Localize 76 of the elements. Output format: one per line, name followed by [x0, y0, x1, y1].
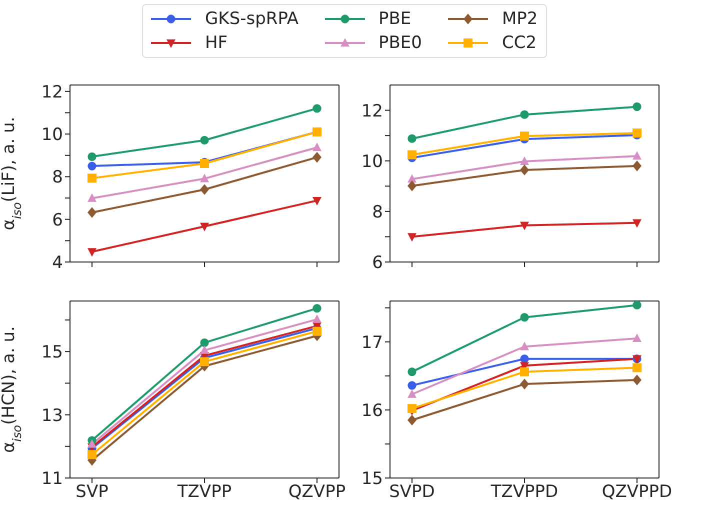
point [88, 248, 96, 257]
point [312, 314, 322, 323]
point [200, 222, 209, 232]
point [632, 102, 642, 112]
point [632, 301, 642, 310]
point [88, 174, 96, 183]
legend-label: PBE [378, 9, 412, 29]
x-tick-label: TZVPP [176, 482, 232, 502]
point [312, 326, 322, 336]
point [88, 193, 96, 202]
y-tick-label: 8 [372, 202, 383, 222]
y-tick-label: 12 [41, 82, 63, 102]
point [408, 404, 416, 414]
point [200, 174, 209, 182]
x-tick-label: QZVPPD [602, 482, 672, 502]
point [520, 367, 529, 376]
legend-label: HF [205, 33, 228, 53]
point [408, 381, 416, 390]
legend-label: CC2 [502, 33, 537, 53]
point [408, 414, 416, 426]
y-tick-label: 10 [361, 152, 383, 172]
y-tick-label: 6 [52, 210, 63, 230]
point [88, 152, 96, 161]
point [312, 196, 322, 206]
point [200, 338, 209, 348]
y-tick-label: 15 [41, 342, 63, 363]
point [408, 367, 416, 376]
legend-label: PBE0 [378, 33, 422, 53]
legend-label: GKS-spRPA [205, 9, 298, 29]
point [88, 207, 96, 218]
point [200, 357, 209, 366]
point [88, 162, 96, 170]
y-tick-label: 16 [361, 400, 383, 421]
y-tick-label: 15 [361, 469, 383, 490]
x-tick-label: SVPD [389, 482, 435, 502]
y-tick-label: 4 [52, 253, 63, 274]
point [408, 150, 416, 160]
point [520, 110, 529, 119]
point [520, 132, 529, 141]
point [520, 156, 529, 165]
point [632, 374, 642, 386]
point [520, 378, 529, 390]
point [520, 342, 529, 350]
point [632, 160, 642, 172]
point [632, 363, 642, 372]
y-tick-label: 13 [41, 406, 63, 426]
point [88, 450, 96, 460]
point [200, 345, 209, 354]
y-tick-label: 12 [361, 101, 383, 122]
point [200, 184, 209, 195]
point [312, 142, 322, 152]
point [408, 233, 416, 242]
x-tick-label: QZVPP [288, 482, 346, 502]
point [632, 151, 642, 160]
y-tick-label: 10 [41, 125, 63, 146]
point [632, 333, 642, 342]
point [200, 136, 209, 145]
y-tick-label: 11 [41, 469, 63, 490]
legend-label: MP2 [502, 9, 538, 29]
point [520, 313, 529, 322]
point [520, 164, 529, 176]
point [312, 104, 322, 113]
point [632, 219, 642, 228]
x-tick-label: TZVPPD [490, 482, 558, 502]
x-tick-label: SVP [76, 482, 108, 502]
point [408, 389, 416, 398]
y-tick-label: 8 [52, 168, 63, 188]
point [520, 222, 529, 230]
point [408, 134, 416, 143]
point [88, 439, 96, 448]
y-tick-label: 17 [361, 332, 383, 353]
point [520, 354, 529, 364]
point [312, 304, 322, 313]
point [408, 180, 416, 192]
point [312, 152, 322, 163]
y-tick-label: 6 [372, 253, 383, 274]
